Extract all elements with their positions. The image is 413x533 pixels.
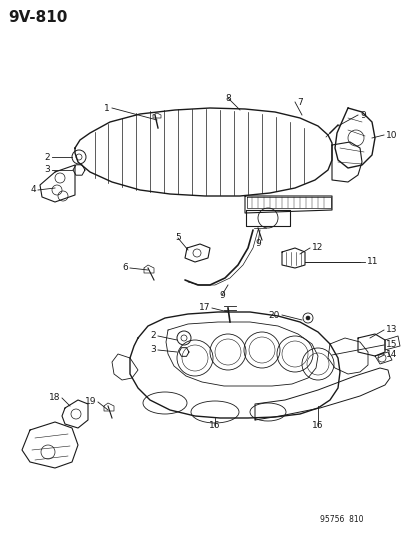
Text: 4: 4: [30, 185, 36, 195]
Text: 9: 9: [359, 110, 365, 119]
Text: 2: 2: [44, 152, 50, 161]
Text: 14: 14: [385, 351, 396, 359]
Text: 18: 18: [48, 393, 60, 402]
Text: 13: 13: [385, 326, 396, 335]
Text: 1: 1: [104, 103, 110, 112]
Text: 9V-810: 9V-810: [8, 10, 67, 25]
Text: 6: 6: [122, 263, 128, 272]
Text: 10: 10: [385, 131, 396, 140]
Text: 16: 16: [311, 422, 323, 431]
Text: 7: 7: [296, 98, 302, 107]
Text: 15: 15: [385, 341, 396, 350]
Text: 95756  810: 95756 810: [319, 515, 363, 524]
Text: 3: 3: [44, 166, 50, 174]
Text: 11: 11: [366, 257, 377, 266]
Text: 2: 2: [150, 332, 156, 341]
Text: 20: 20: [268, 311, 279, 319]
Text: 16: 16: [209, 422, 220, 431]
Text: 19: 19: [84, 398, 96, 407]
Text: 9: 9: [254, 238, 260, 247]
Text: 17: 17: [198, 303, 209, 312]
Text: 3: 3: [150, 345, 156, 354]
Text: 12: 12: [311, 244, 323, 253]
Text: 9: 9: [218, 290, 224, 300]
Text: 5: 5: [175, 233, 180, 243]
Text: 8: 8: [225, 93, 230, 102]
Circle shape: [305, 316, 309, 320]
